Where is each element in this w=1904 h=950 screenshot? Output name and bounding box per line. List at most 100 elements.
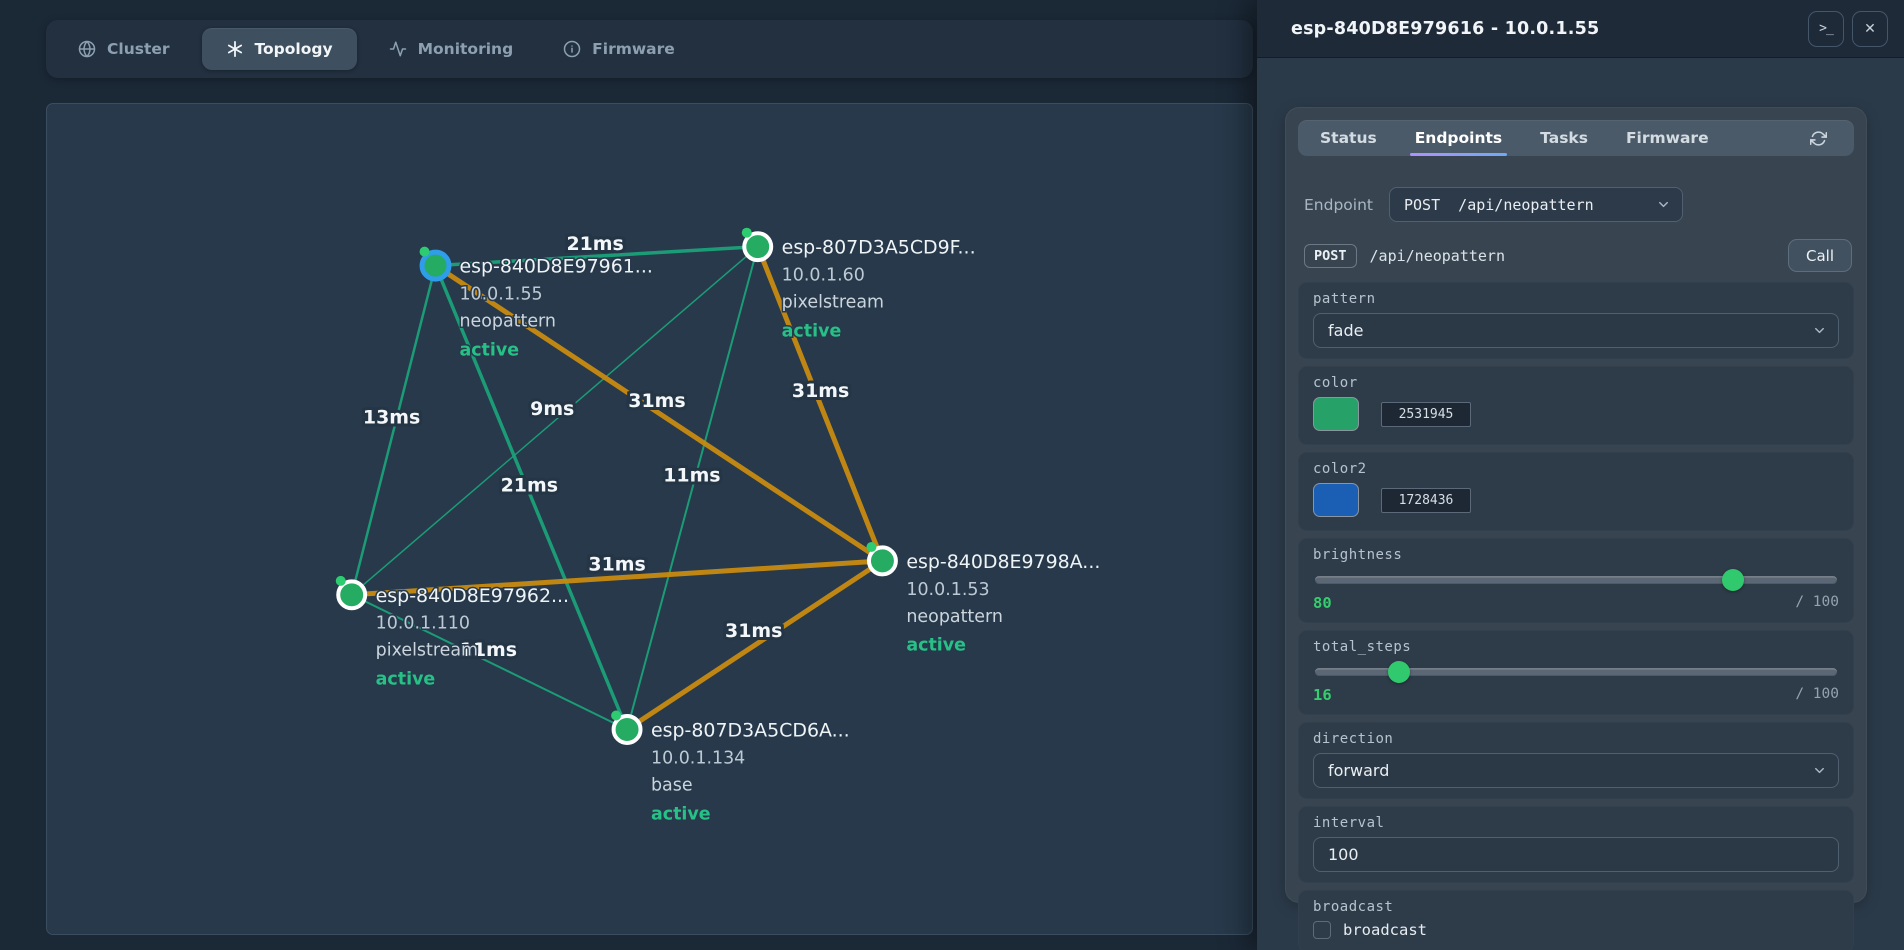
direction-select-value: forward [1328, 761, 1390, 780]
direction-select[interactable]: forward [1313, 753, 1839, 788]
nav-item-topology[interactable]: Topology [201, 28, 357, 70]
field-label: color2 [1313, 461, 1367, 477]
slider-thumb[interactable] [1387, 661, 1410, 683]
terminal-button[interactable]: >_ [1808, 10, 1844, 47]
graph-edge [434, 263, 884, 563]
refresh-button[interactable] [1804, 124, 1832, 152]
graph-node-10.0.1.110[interactable]: esp-840D8E97962... 10.0.1.110 pixelstream a… [335, 575, 571, 691]
close-button[interactable]: ✕ [1852, 10, 1888, 47]
panel-tabs: Status Endpoints Tasks Firmware [1298, 120, 1854, 156]
activity-icon [389, 41, 406, 57]
node-label: esp-840D8E97961... [459, 256, 652, 278]
node-label: pixelstream [376, 641, 478, 661]
close-icon: ✕ [1864, 20, 1876, 36]
field-label: brightness [1313, 547, 1403, 563]
graph-node-10.0.1.134[interactable]: esp-807D3A5CD6A... 10.0.1.134 base active [611, 710, 851, 826]
color-value-input[interactable] [1381, 401, 1471, 427]
top-nav: Cluster Topology Monitoring Firmware [46, 20, 1253, 78]
field-label: color [1313, 375, 1358, 391]
slider-thumb[interactable] [1721, 569, 1744, 591]
color-swatch[interactable] [1313, 397, 1359, 431]
node-label: esp-840D8E9798A... [906, 551, 1100, 573]
graph-edge [351, 593, 628, 731]
graph-edge [351, 246, 759, 596]
graph-node-10.0.1.60[interactable]: esp-807D3A5CD9F... 10.0.1.60 pixelstream ac… [741, 227, 977, 343]
node-status-dot [866, 541, 877, 552]
slider-track [1315, 576, 1837, 584]
call-button[interactable]: Call [1787, 239, 1852, 272]
node-label: 10.0.1.55 [459, 285, 542, 305]
pattern-select-value: fade [1328, 321, 1364, 340]
brightness-slider[interactable] [1315, 569, 1837, 591]
field-direction: direction forward [1298, 722, 1854, 799]
nav-item-firmware[interactable]: Firmware [545, 30, 693, 68]
node-label: active [906, 636, 966, 656]
endpoint-label: Endpoint [1304, 195, 1373, 214]
node-label: pixelstream [782, 293, 884, 313]
interval-input[interactable] [1313, 837, 1839, 872]
broadcast-checkbox-row[interactable]: broadcast [1313, 921, 1839, 939]
node-label: 10.0.1.53 [906, 580, 989, 600]
color2-swatch[interactable] [1313, 483, 1359, 517]
node-label: base [651, 775, 693, 795]
edge-latency-label: 21ms [566, 233, 623, 255]
slider-max: / 100 [1795, 686, 1839, 702]
node-label: active [459, 340, 519, 360]
edge-latency-label: 31ms [792, 380, 849, 402]
edge-latency-label: 11ms [663, 465, 720, 487]
refresh-icon [1809, 130, 1827, 146]
node-label: esp-840D8E97962... [376, 585, 569, 607]
color2-value-input[interactable] [1381, 487, 1471, 513]
field-label: pattern [1313, 291, 1376, 307]
chevron-down-icon [1815, 327, 1824, 334]
graph-edge [625, 558, 884, 732]
info-circle-icon [563, 40, 581, 58]
nav-item-label: Monitoring [417, 40, 514, 58]
edge-latency-label: 31ms [725, 620, 782, 642]
tab-endpoints[interactable]: Endpoints [1409, 120, 1508, 156]
node-status-dot [335, 575, 346, 586]
panel-header: esp-840D8E979616 - 10.0.1.55 >_ ✕ [1257, 0, 1904, 58]
topology-canvas[interactable]: 21ms 13ms 21ms 9ms 11ms 11ms 31ms 31ms 31ms 31ms e… [46, 103, 1253, 935]
node-status-dot [611, 710, 622, 721]
graph-edge [351, 558, 883, 598]
nav-item-label: Topology [254, 40, 333, 58]
field-pattern: pattern fade [1298, 282, 1854, 359]
edge-latency-label: 31ms [628, 390, 685, 412]
endpoint-select[interactable]: POST /api/neopattern [1389, 187, 1683, 222]
nav-item-cluster[interactable]: Cluster [60, 30, 188, 68]
terminal-icon: >_ [1819, 21, 1834, 36]
pattern-select[interactable]: fade [1313, 313, 1839, 348]
total-steps-slider[interactable] [1315, 661, 1837, 683]
edge-latency-label: 11ms [460, 639, 517, 661]
node-status-dot [741, 227, 752, 238]
panel-card: Status Endpoints Tasks Firmware Endpoint… [1285, 107, 1867, 950]
panel-title: esp-840D8E979616 - 10.0.1.55 [1291, 18, 1600, 39]
nav-item-label: Firmware [592, 40, 675, 58]
slider-max: / 100 [1795, 594, 1839, 610]
node-label: active [782, 321, 842, 341]
nav-item-monitoring[interactable]: Monitoring [371, 30, 532, 68]
method-badge: POST [1304, 243, 1357, 268]
endpoint-select-value: POST /api/neopattern [1404, 195, 1594, 214]
graph-edge [350, 265, 437, 596]
node-label: active [376, 670, 436, 690]
edge-latency-label: 21ms [501, 475, 558, 497]
field-label: direction [1313, 731, 1394, 747]
field-label: broadcast [1313, 899, 1394, 915]
request-row: POST /api/neopattern Call [1304, 239, 1852, 272]
asterisk-icon [227, 40, 242, 58]
graph-edge [433, 264, 629, 731]
endpoint-path: /api/neopattern [1369, 246, 1505, 265]
field-label: interval [1313, 815, 1385, 831]
graph-node-10.0.1.55[interactable]: esp-840D8E97961... 10.0.1.55 neopattern act… [419, 246, 654, 362]
graph-edge [626, 246, 759, 730]
tab-firmware[interactable]: Firmware [1625, 129, 1709, 147]
tab-tasks[interactable]: Tasks [1540, 129, 1588, 147]
graph-node-10.0.1.53[interactable]: esp-840D8E9798A... 10.0.1.53 neopattern act… [866, 541, 1102, 657]
tab-status[interactable]: Status [1320, 129, 1377, 147]
node-label: 10.0.1.134 [651, 748, 745, 768]
broadcast-checkbox[interactable] [1313, 921, 1331, 939]
field-broadcast: broadcast broadcast [1298, 890, 1854, 950]
device-panel: esp-840D8E979616 - 10.0.1.55 >_ ✕ Status… [1257, 0, 1904, 950]
